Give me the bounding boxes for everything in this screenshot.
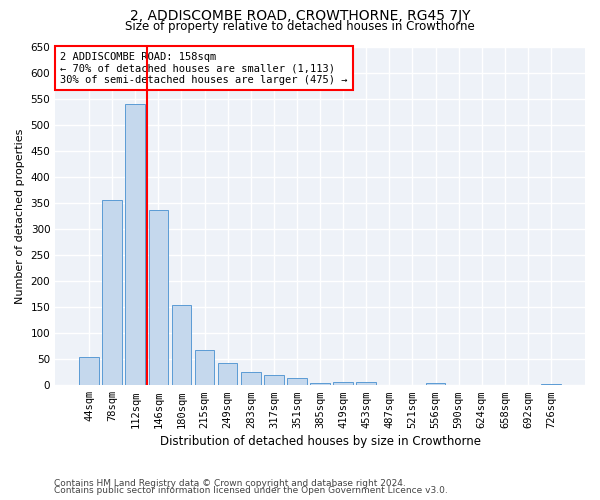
- Text: Contains HM Land Registry data © Crown copyright and database right 2024.: Contains HM Land Registry data © Crown c…: [54, 478, 406, 488]
- Bar: [334, 382, 353, 385]
- X-axis label: Distribution of detached houses by size in Crowthorne: Distribution of detached houses by size …: [160, 434, 481, 448]
- Bar: [310, 382, 330, 385]
- Bar: [218, 364, 238, 385]
- Bar: [103, 200, 122, 385]
- Y-axis label: Number of detached properties: Number of detached properties: [15, 128, 25, 304]
- Text: 2, ADDISCOMBE ROAD, CROWTHORNE, RG45 7JY: 2, ADDISCOMBE ROAD, CROWTHORNE, RG45 7JY: [130, 9, 470, 23]
- Bar: [79, 356, 99, 385]
- Text: Contains public sector information licensed under the Open Government Licence v3: Contains public sector information licen…: [54, 486, 448, 495]
- Bar: [241, 372, 260, 385]
- Bar: [125, 104, 145, 385]
- Bar: [541, 384, 561, 385]
- Bar: [356, 382, 376, 385]
- Bar: [149, 210, 168, 385]
- Bar: [172, 306, 191, 385]
- Bar: [426, 382, 445, 385]
- Text: Size of property relative to detached houses in Crowthorne: Size of property relative to detached ho…: [125, 20, 475, 33]
- Bar: [264, 376, 284, 385]
- Bar: [287, 378, 307, 385]
- Bar: [195, 350, 214, 385]
- Text: 2 ADDISCOMBE ROAD: 158sqm
← 70% of detached houses are smaller (1,113)
30% of se: 2 ADDISCOMBE ROAD: 158sqm ← 70% of detac…: [61, 52, 348, 85]
